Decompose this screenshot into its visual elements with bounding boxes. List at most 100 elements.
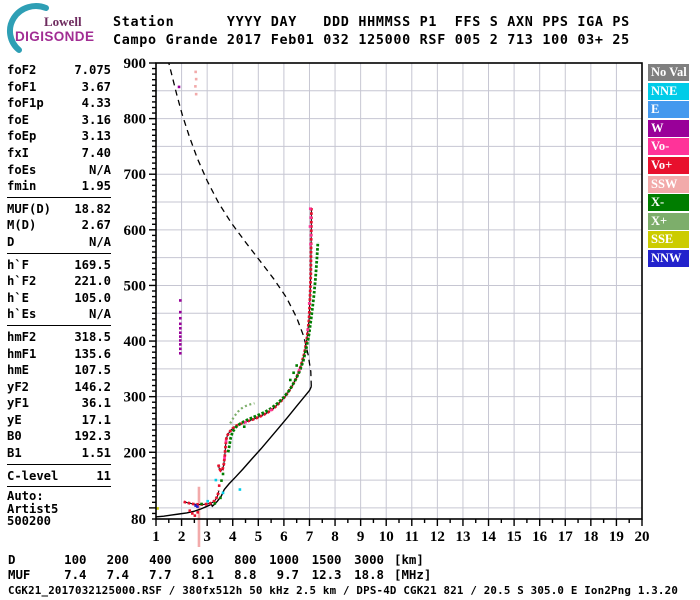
w-direction-dots xyxy=(179,322,182,326)
param-value: 1.51 xyxy=(81,446,111,461)
x-plus-band xyxy=(229,402,255,424)
x-tick-label: 1 xyxy=(152,529,160,545)
x-tick-label: 3 xyxy=(203,529,211,545)
legend-item-E: E xyxy=(648,101,689,119)
param-label: hmF1 xyxy=(7,346,37,361)
panel-footer-line: Artist5 xyxy=(7,501,59,516)
param-label: B0 xyxy=(7,429,22,444)
legend-item-NoVal: No Val xyxy=(648,64,689,81)
param-row-fxI: fxI 7.40 xyxy=(7,145,111,162)
x-minus-extra-dots xyxy=(221,472,225,476)
logo-text-lowell: Lowell xyxy=(44,14,82,29)
ssw-direction-dots xyxy=(194,70,197,74)
param-value: 4.33 xyxy=(81,96,111,111)
y-tick-label: 600 xyxy=(124,223,147,239)
param-value: 135.6 xyxy=(74,346,111,361)
param-label: M(D) xyxy=(7,218,37,233)
x-tick-label: 5 xyxy=(255,529,263,545)
nnw-direction-dots xyxy=(194,504,197,507)
vo-plus-extra-dots xyxy=(193,514,197,517)
param-row-hmF1: hmF1 135.6 xyxy=(7,346,111,363)
table-cell: 600 xyxy=(191,552,214,567)
ssw-direction-dots xyxy=(194,85,197,88)
param-row-hF: h`F 169.5 xyxy=(7,257,111,274)
table-cell: 7.4 xyxy=(106,566,129,582)
param-value: 107.5 xyxy=(74,363,111,378)
panel-separator xyxy=(7,463,111,465)
param-label: h`F2 xyxy=(7,274,37,289)
x-minus-extra-dots xyxy=(295,364,298,367)
param-label: foEs xyxy=(7,162,37,177)
param-row-hmE: hmE 107.5 xyxy=(7,362,111,379)
nne-direction-dots xyxy=(221,491,225,495)
x-tick-label: 15 xyxy=(507,529,522,545)
y-tick-label: 300 xyxy=(124,390,147,406)
x-minus-extra-dots xyxy=(242,425,246,428)
param-label: MUF(D) xyxy=(7,201,52,216)
distance-row: D 100 200 400 600 800 1000 1500 3000 [km] xyxy=(8,552,431,568)
panel-separator xyxy=(7,486,111,488)
param-row-B1: B1 1.51 xyxy=(7,445,111,462)
header-line-values: Campo Grande 2017 Feb01 032 125000 RSF 0… xyxy=(113,33,630,48)
param-label: yE xyxy=(7,412,22,427)
param-value: 7.40 xyxy=(81,145,111,160)
param-value: 169.5 xyxy=(74,257,111,272)
param-row-Clevel: C-level 11 xyxy=(7,468,111,485)
legend-item-SSW: SSW xyxy=(648,175,689,193)
param-row-D: D N/A xyxy=(7,234,111,251)
vo-minus-dots xyxy=(269,408,273,412)
x-tick-label: 8 xyxy=(331,529,339,545)
param-row-B0: B0 192.3 xyxy=(7,428,111,445)
param-value: 3.13 xyxy=(81,129,111,144)
parameter-panel: foF2 7.075 foF1 3.67 foF1p 4.33 foE 3.16 foEp 3.1… xyxy=(7,62,111,527)
table-cell: 7.4 xyxy=(64,566,87,582)
panel-separator xyxy=(7,196,111,198)
x-tick-label: 11 xyxy=(405,529,419,545)
x-tick-label: 19 xyxy=(609,529,624,545)
param-label: h`F xyxy=(7,257,30,272)
vo-minus-dots xyxy=(309,234,313,237)
vo-minus-dots xyxy=(307,301,311,305)
param-label: foEp xyxy=(7,129,37,144)
x-tick-label: 20 xyxy=(635,529,650,545)
param-row-foF1: foF1 3.67 xyxy=(7,79,111,96)
logo-arc-icon xyxy=(7,3,49,53)
param-label: hmF2 xyxy=(7,329,37,344)
x-minus-extra-dots xyxy=(219,496,222,500)
vo-minus-dots xyxy=(309,242,312,246)
x-tick-label: 10 xyxy=(379,529,394,545)
param-row-foF1p: foF1p 4.33 xyxy=(7,95,111,112)
x-tick-label: 9 xyxy=(357,529,365,545)
ssw-direction-dots xyxy=(194,77,198,81)
table-cell: 1000 xyxy=(269,552,299,567)
y-tick-label: 200 xyxy=(124,445,147,461)
param-label: fxI xyxy=(7,145,30,160)
table-cell: MUF xyxy=(8,566,31,582)
x-tick-label: 16 xyxy=(532,529,548,545)
param-label: yF2 xyxy=(7,379,30,394)
w-direction-dots xyxy=(179,335,182,338)
vo-plus-extra-dots xyxy=(188,509,192,512)
o-trace-E-region xyxy=(183,490,221,506)
param-row-yF2: yF2 146.2 xyxy=(7,379,111,396)
panel-separator xyxy=(7,252,111,254)
param-row-hEs: h`Es N/A xyxy=(7,306,111,323)
param-row-foF2: foF2 7.075 xyxy=(7,62,111,79)
x-tick-label: 4 xyxy=(229,529,237,545)
param-label: hmE xyxy=(7,363,30,378)
y-tick-label: 700 xyxy=(124,167,147,183)
param-label: yF1 xyxy=(7,396,30,411)
param-value: 7.075 xyxy=(74,63,111,77)
param-label: foF1 xyxy=(7,79,37,94)
param-value: 1.95 xyxy=(81,179,111,194)
table-cell: 1500 xyxy=(311,552,342,567)
legend-item-NNW: NNW xyxy=(648,249,689,267)
true-height-profile xyxy=(156,386,312,518)
param-label: D xyxy=(7,234,15,249)
param-value: 3.67 xyxy=(81,79,111,94)
vo-minus-dots xyxy=(306,328,309,332)
table-cell: 800 xyxy=(234,552,257,567)
param-row-hF2: h`F2 221.0 xyxy=(7,273,111,290)
x-minus-extra-dots xyxy=(213,502,217,505)
